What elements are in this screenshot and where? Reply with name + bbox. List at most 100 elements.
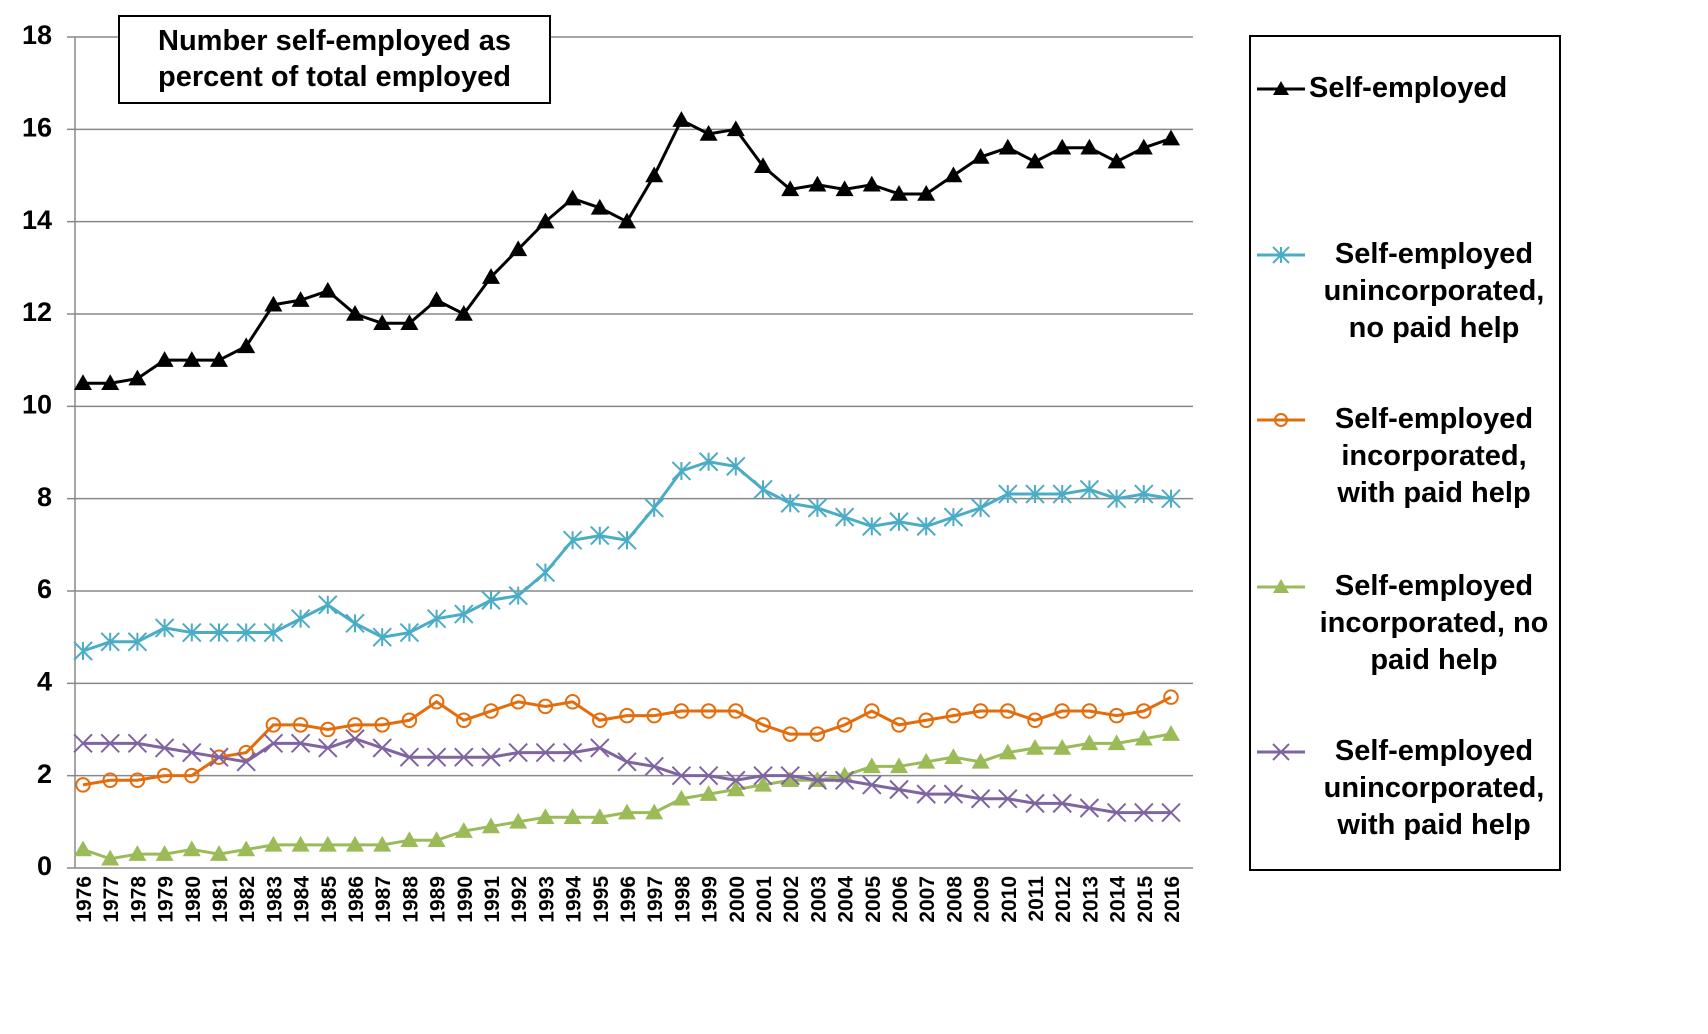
- marker: [971, 148, 990, 164]
- marker: [998, 743, 1017, 760]
- x-tick-label: 1990: [454, 876, 477, 923]
- marker: [726, 120, 745, 137]
- marker: [292, 717, 309, 733]
- x-tick-label: 2016: [1161, 876, 1184, 923]
- marker: [428, 694, 445, 710]
- marker: [672, 789, 691, 806]
- marker: [1054, 703, 1070, 719]
- series-line: [82, 695, 1172, 787]
- marker: [809, 726, 826, 742]
- x-tick-label: 2010: [998, 876, 1021, 923]
- marker: [618, 803, 636, 820]
- marker: [373, 314, 392, 330]
- x-tick-label: 2001: [753, 876, 776, 923]
- marker: [916, 516, 936, 537]
- marker: [264, 835, 283, 852]
- marker: [535, 562, 556, 583]
- marker: [782, 726, 798, 742]
- x-tick-label: 1997: [644, 876, 667, 923]
- x-tick-label: 1993: [535, 876, 558, 923]
- marker: [590, 525, 610, 546]
- marker: [347, 717, 363, 733]
- x-tick-label: 2008: [943, 876, 966, 923]
- marker: [536, 808, 555, 824]
- marker: [617, 752, 637, 772]
- marker: [374, 717, 390, 733]
- marker: [890, 184, 908, 201]
- marker: [100, 632, 120, 652]
- marker: [1081, 703, 1098, 719]
- marker: [74, 374, 92, 390]
- marker: [236, 622, 256, 643]
- x-tick-label: 1999: [699, 876, 722, 923]
- marker: [483, 703, 499, 719]
- x-tick-label: 2014: [1107, 876, 1130, 923]
- marker: [562, 742, 583, 763]
- legend-label: Self-employed incorporated, with paid he…: [1334, 403, 1534, 509]
- y-tick-label: 4: [37, 666, 52, 696]
- marker: [781, 771, 800, 788]
- chart-title: Number self-employed as percent of total…: [158, 25, 511, 93]
- marker: [535, 742, 556, 763]
- x-tick-label: 1983: [263, 876, 286, 923]
- x-tick-label: 1998: [671, 876, 694, 923]
- marker: [1273, 81, 1289, 95]
- x-tick-label: 1996: [617, 876, 640, 923]
- marker: [101, 849, 120, 866]
- x-tick-label: 2015: [1134, 876, 1157, 923]
- x-tick-label: 1977: [100, 876, 123, 923]
- marker: [754, 775, 772, 792]
- marker: [1080, 138, 1099, 155]
- marker: [238, 744, 254, 761]
- y-tick-label: 16: [22, 112, 52, 142]
- y-tick-label: 10: [22, 389, 52, 419]
- marker: [318, 281, 337, 298]
- marker: [346, 835, 364, 852]
- marker: [1108, 707, 1125, 724]
- marker: [971, 752, 990, 769]
- marker: [563, 808, 582, 824]
- marker: [102, 772, 118, 789]
- marker: [998, 484, 1018, 504]
- marker: [699, 124, 718, 141]
- marker: [482, 817, 500, 834]
- marker: [781, 180, 800, 197]
- x-tick-label: 2012: [1052, 876, 1075, 923]
- marker: [536, 212, 555, 229]
- marker: [1134, 802, 1154, 823]
- marker: [399, 747, 420, 767]
- marker: [592, 712, 608, 729]
- marker: [1134, 138, 1153, 155]
- marker: [427, 831, 446, 848]
- marker: [1106, 802, 1127, 823]
- marker: [346, 305, 364, 321]
- marker: [590, 738, 610, 758]
- marker: [754, 157, 772, 174]
- marker: [320, 721, 336, 738]
- marker: [427, 291, 446, 307]
- marker: [943, 784, 964, 804]
- marker: [127, 632, 148, 652]
- marker: [155, 351, 174, 367]
- marker: [698, 765, 719, 786]
- marker: [400, 831, 419, 848]
- legend-swatch: [1257, 413, 1305, 427]
- marker: [1079, 798, 1100, 818]
- marker: [182, 742, 202, 763]
- marker: [101, 374, 120, 390]
- marker: [318, 595, 338, 615]
- marker: [291, 291, 310, 307]
- legend-swatch: [1257, 81, 1305, 95]
- marker: [835, 766, 854, 783]
- marker: [1107, 152, 1126, 169]
- marker: [264, 295, 283, 312]
- marker: [454, 305, 473, 321]
- marker: [864, 703, 880, 719]
- marker: [780, 765, 800, 786]
- marker: [1027, 712, 1043, 729]
- marker: [972, 703, 989, 719]
- y-tick-label: 18: [22, 20, 52, 50]
- marker: [807, 498, 828, 518]
- marker: [726, 770, 746, 790]
- marker: [373, 835, 392, 852]
